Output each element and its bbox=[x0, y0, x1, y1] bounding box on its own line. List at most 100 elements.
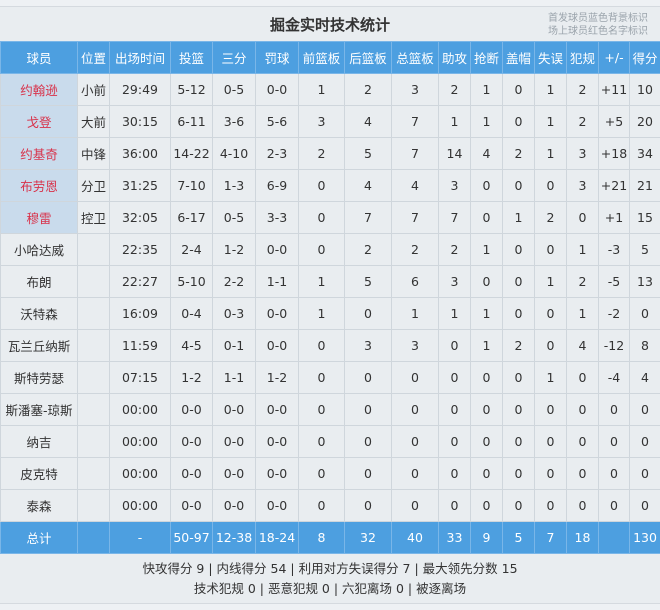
stat-cell: 0 bbox=[502, 425, 535, 458]
column-header: 球员 bbox=[0, 41, 78, 74]
stat-cell: 1-2 bbox=[255, 361, 299, 394]
stat-cell: 1-1 bbox=[255, 265, 299, 298]
stat-cell: 3 bbox=[344, 329, 392, 362]
stat-cell: 0 bbox=[566, 393, 599, 426]
stat-cell: 0 bbox=[629, 393, 660, 426]
stat-cell: 0 bbox=[598, 457, 630, 490]
column-header: 失误 bbox=[534, 41, 567, 74]
stat-cell: 2 bbox=[391, 233, 439, 266]
stat-cell: 0 bbox=[534, 489, 567, 522]
player-name[interactable]: 泰森 bbox=[0, 489, 78, 522]
stat-cell: 0 bbox=[298, 393, 345, 426]
stat-cell: 0 bbox=[438, 425, 471, 458]
stat-cell: 0 bbox=[566, 489, 599, 522]
stat-cell: 0 bbox=[470, 265, 503, 298]
stat-cell: 0 bbox=[629, 425, 660, 458]
stat-cell: 4 bbox=[566, 329, 599, 362]
stat-cell: 0-0 bbox=[212, 457, 256, 490]
stat-cell: 0-0 bbox=[255, 329, 299, 362]
player-name[interactable]: 戈登 bbox=[0, 105, 78, 138]
player-name[interactable]: 布劳恩 bbox=[0, 169, 78, 202]
column-header: 得分 bbox=[629, 41, 660, 74]
player-name[interactable]: 纳吉 bbox=[0, 425, 78, 458]
table-header: 球员 位置 出场时间 投篮 三分 罚球 前篮板 后篮板 总篮板 助攻 抢断 盖帽 失误 犯规 +/- 得分 bbox=[0, 41, 660, 74]
stat-cell: 5-10 bbox=[170, 265, 213, 298]
stat-cell: 0 bbox=[502, 105, 535, 138]
stat-cell bbox=[77, 361, 110, 394]
stat-cell: 0 bbox=[298, 233, 345, 266]
stat-cell: 2 bbox=[344, 233, 392, 266]
table-row: 瓦兰丘纳斯 11:59 4-5 0-1 0-0 0 3 3 0 1 2 0 4 -12 8 bbox=[0, 329, 660, 362]
stat-cell: 22:35 bbox=[109, 233, 171, 266]
stat-cell: 1 bbox=[534, 73, 567, 106]
stat-cell: 1 bbox=[438, 105, 471, 138]
table-row: 沃特森 16:09 0-4 0-3 0-0 1 0 1 1 1 0 0 1 -2 0 bbox=[0, 297, 660, 330]
stat-cell: 0-5 bbox=[212, 73, 256, 106]
table-row: 布朗 22:27 5-10 2-2 1-1 1 5 6 3 0 0 1 2 -5 13 bbox=[0, 265, 660, 298]
player-name[interactable]: 布朗 bbox=[0, 265, 78, 298]
stat-cell: 0 bbox=[344, 361, 392, 394]
stat-cell: 0-0 bbox=[212, 393, 256, 426]
player-name[interactable]: 小哈达威 bbox=[0, 233, 78, 266]
player-name[interactable]: 瓦兰丘纳斯 bbox=[0, 329, 78, 362]
stat-cell: 0 bbox=[391, 425, 439, 458]
player-name[interactable]: 沃特森 bbox=[0, 297, 78, 330]
stat-cell: 6-17 bbox=[170, 201, 213, 234]
summary-line-1: 快攻得分 9 | 内线得分 54 | 利用对方失误得分 7 | 最大领先分数 1… bbox=[142, 561, 518, 576]
stat-cell: 0-0 bbox=[170, 457, 213, 490]
player-name[interactable]: 皮克特 bbox=[0, 457, 78, 490]
column-header: +/- bbox=[598, 41, 630, 74]
stat-cell: 0 bbox=[629, 489, 660, 522]
total-cell bbox=[598, 521, 630, 554]
column-header: 位置 bbox=[77, 41, 110, 74]
stat-cell: 2-3 bbox=[255, 137, 299, 170]
player-name[interactable]: 斯潘塞-琼斯 bbox=[0, 393, 78, 426]
stat-cell: 32:05 bbox=[109, 201, 171, 234]
stat-cell: 0 bbox=[502, 297, 535, 330]
stat-cell: 0 bbox=[534, 297, 567, 330]
stat-cell: 0 bbox=[566, 457, 599, 490]
table-row: 约翰逊 小前 29:49 5-12 0-5 0-0 1 2 3 2 1 0 1 2 +11 10 bbox=[0, 73, 660, 106]
stat-cell: 0 bbox=[502, 169, 535, 202]
stat-cell: 0 bbox=[391, 393, 439, 426]
total-cell: 7 bbox=[534, 521, 567, 554]
stat-cell: 0 bbox=[344, 457, 392, 490]
total-cell: 总计 bbox=[0, 521, 78, 554]
stat-cell: 1 bbox=[298, 297, 345, 330]
stat-cell: 0-4 bbox=[170, 297, 213, 330]
stat-cell bbox=[77, 489, 110, 522]
player-name[interactable]: 约基奇 bbox=[0, 137, 78, 170]
summary-line-2: 技术犯规 0 | 恶意犯规 0 | 六犯离场 0 | 被逐离场 bbox=[193, 581, 467, 596]
table-row: 戈登 大前 30:15 6-11 3-6 5-6 3 4 7 1 1 0 1 2 +5 20 bbox=[0, 105, 660, 138]
stat-cell: +21 bbox=[598, 169, 630, 202]
player-name[interactable]: 穆雷 bbox=[0, 201, 78, 234]
stat-cell: 4 bbox=[629, 361, 660, 394]
stat-cell: 0 bbox=[391, 457, 439, 490]
stat-cell: 0 bbox=[598, 425, 630, 458]
stat-cell: 3 bbox=[391, 329, 439, 362]
stat-cell: 2 bbox=[298, 137, 345, 170]
player-name[interactable]: 斯特劳瑟 bbox=[0, 361, 78, 394]
stat-cell: 2 bbox=[438, 73, 471, 106]
stat-cell: 0 bbox=[298, 201, 345, 234]
table-row: 斯潘塞-琼斯 00:00 0-0 0-0 0-0 0 0 0 0 0 0 0 0 0 0 bbox=[0, 393, 660, 426]
stat-cell: 2 bbox=[566, 265, 599, 298]
stat-cell: 5 bbox=[629, 233, 660, 266]
stat-cell: 14-22 bbox=[170, 137, 213, 170]
stat-cell: 4 bbox=[344, 105, 392, 138]
stat-cell: 0 bbox=[502, 265, 535, 298]
player-name[interactable]: 约翰逊 bbox=[0, 73, 78, 106]
stat-cell: 1 bbox=[534, 137, 567, 170]
stat-cell: 大前 bbox=[77, 105, 110, 138]
stat-cell: 1 bbox=[534, 265, 567, 298]
stat-cell: 1 bbox=[534, 105, 567, 138]
total-cell: 5 bbox=[502, 521, 535, 554]
stat-cell: 0 bbox=[470, 361, 503, 394]
stat-cell: 3 bbox=[438, 265, 471, 298]
stat-cell bbox=[77, 425, 110, 458]
stat-cell: 0 bbox=[534, 393, 567, 426]
stat-cell: 0 bbox=[298, 489, 345, 522]
stat-cell: 1 bbox=[470, 73, 503, 106]
stat-cell: 0 bbox=[502, 489, 535, 522]
stat-cell: 5 bbox=[344, 265, 392, 298]
